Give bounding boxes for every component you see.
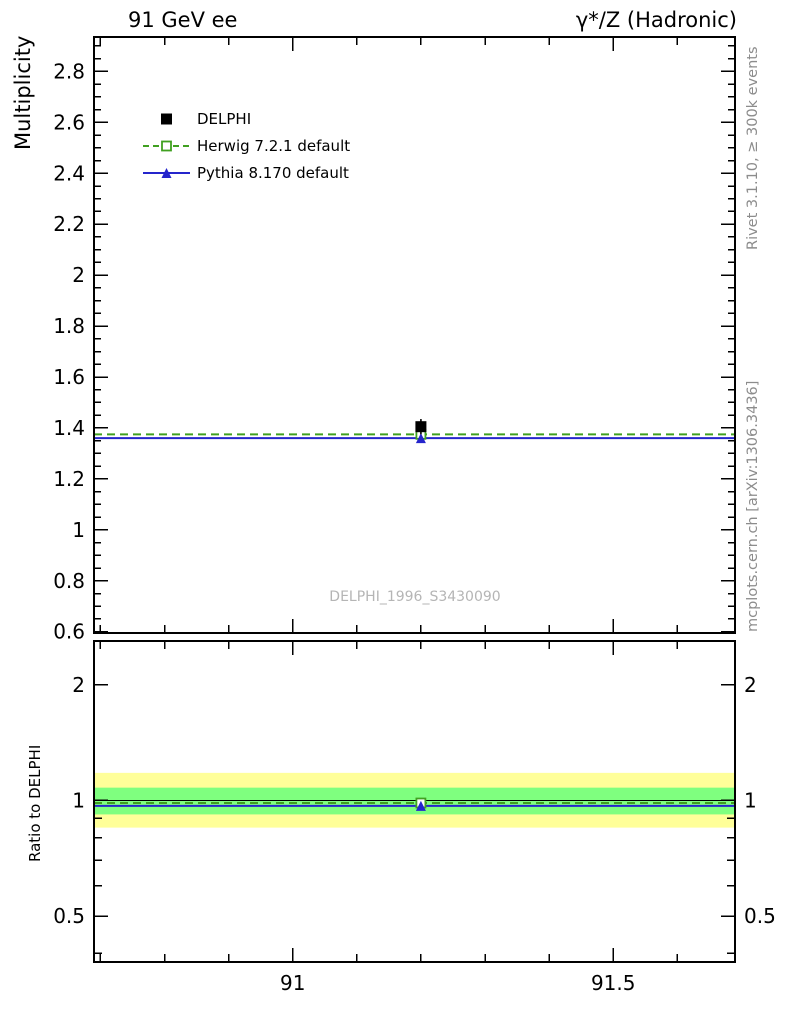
main-y-tick-label: 2: [72, 263, 85, 287]
main-y-tick-label: 0.8: [53, 569, 85, 593]
data-point-marker-delphi: [415, 421, 427, 433]
x-tick-label: 91.5: [591, 971, 636, 995]
analysis-id-watermark: DELPHI_1996_S3430090: [329, 589, 500, 605]
main-y-tick-label: 2.2: [53, 212, 85, 236]
main-marker-pythia: [415, 433, 426, 444]
main-y-tick-label: 0.6: [53, 620, 85, 644]
ratio-marker-pythia: [415, 800, 426, 811]
legend-label-herwig: Herwig 7.2.1 default: [197, 137, 350, 155]
ratio-y-tick-label-right: 2: [744, 673, 757, 697]
legend-marker-square-open: [161, 140, 172, 152]
x-tick-label: 91: [280, 971, 305, 995]
plot-title-right: γ*/Z (Hadronic): [576, 8, 737, 32]
plot-title-left: 91 GeV ee: [128, 8, 237, 32]
main-y-axis-label: Multiplicity: [11, 36, 35, 150]
ratio-y-tick-label-left: 2: [72, 673, 85, 697]
main-y-tick-label: 1.8: [53, 314, 85, 338]
main-y-tick-label: 1.4: [53, 416, 85, 440]
main-y-tick-label: 2.6: [53, 110, 85, 134]
legend-marker-triangle: [161, 168, 172, 178]
ratio-y-axis-label: Ratio to DELPHI: [26, 745, 44, 862]
ratio-y-tick-label-left: 1: [72, 788, 85, 812]
ratio-y-tick-label-left: 0.5: [53, 904, 85, 928]
axes-layer: 91 91.5 0.6 0.8 1 1.2 1.4 1.6 1.8 2 2.2 2.4 2.6 2.8 0.…: [53, 37, 776, 995]
main-panel-frame: [93, 36, 736, 634]
main-y-tick-label: 1.6: [53, 365, 85, 389]
data-layer: [94, 419, 735, 811]
inner-uncertainty-band: [94, 787, 735, 815]
rivet-version-note: Rivet 3.1.10, ≥ 300k events: [745, 46, 761, 250]
ratio-panel-frame: [93, 640, 736, 963]
main-y-tick-label: 2.4: [53, 161, 85, 185]
legend-label-delphi: DELPHI: [197, 110, 251, 128]
ratio-y-tick-label-right: 1: [744, 788, 757, 812]
mcplots-arxiv-note: mcplots.cern.ch [arXiv:1306.3436]: [745, 381, 761, 632]
main-y-tick-label: 1.2: [53, 467, 85, 491]
legend: [143, 113, 190, 178]
main-y-tick-label: 1: [72, 518, 85, 542]
legend-marker-square-filled: [161, 113, 172, 125]
ratio-y-tick-label-right: 0.5: [744, 904, 776, 928]
legend-label-pythia: Pythia 8.170 default: [197, 164, 349, 182]
main-y-tick-label: 2.8: [53, 59, 85, 83]
